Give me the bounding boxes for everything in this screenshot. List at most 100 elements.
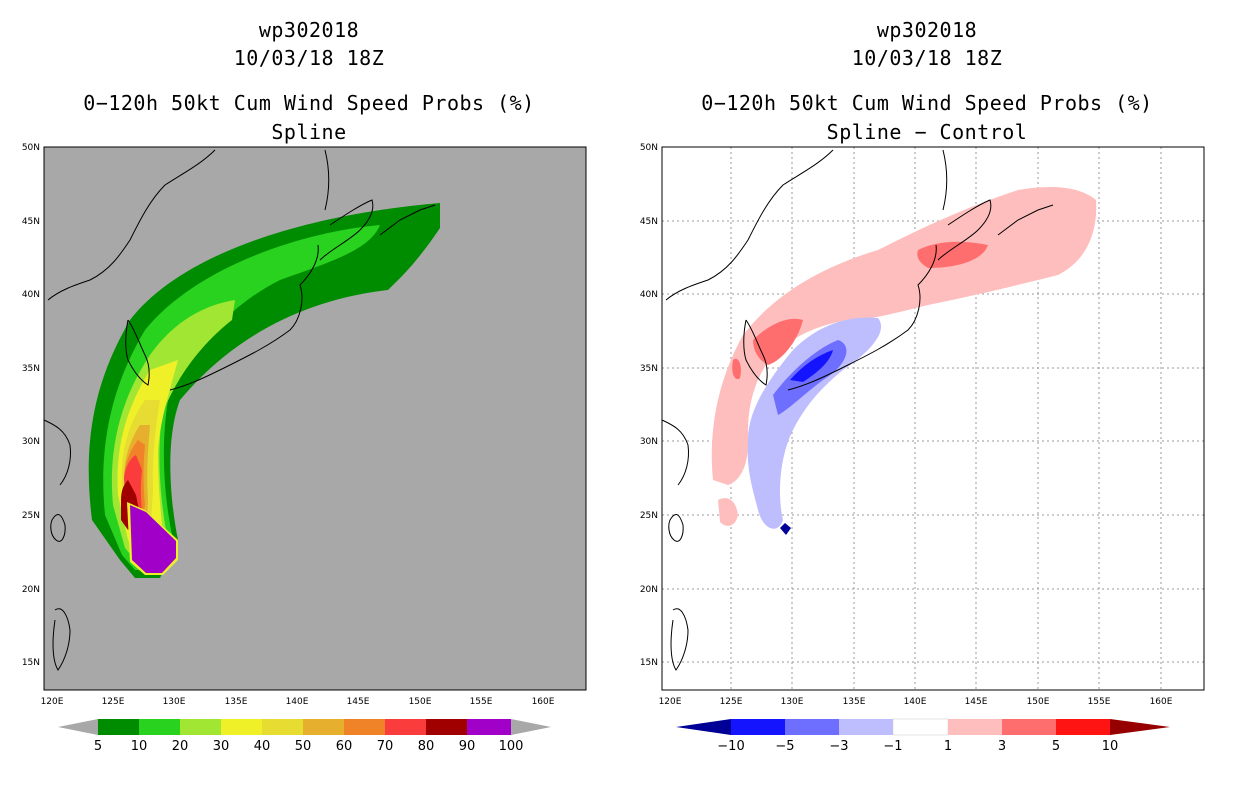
colorbar-over-arrow <box>511 719 551 735</box>
right-colorbar-labels: −10 −5 −3 −1 1 3 5 10 <box>717 739 1118 754</box>
japan-coast <box>787 244 937 391</box>
china-east-coast <box>661 419 689 486</box>
colorbar-label: 70 <box>377 739 394 754</box>
colorbar-swatch <box>303 719 344 735</box>
lat-label: 35N <box>640 364 658 374</box>
lon-label: 155E <box>1088 697 1111 707</box>
colorbar-under-arrow <box>58 719 98 735</box>
datetime: 10/03/18 18Z <box>233 46 385 70</box>
colorbar-swatch <box>139 719 180 735</box>
swath-5 <box>88 203 440 578</box>
kuril-islands <box>379 204 436 236</box>
coastlines <box>43 149 436 671</box>
lon-label: 140E <box>904 697 927 707</box>
colorbar-swatch <box>221 719 262 735</box>
lon-label: 125E <box>102 697 125 707</box>
right-lat-labels: 50N 45N 40N 35N 30N 25N 20N 15N <box>640 143 658 668</box>
coastlines <box>661 149 1054 671</box>
colorbar-swatch <box>344 719 385 735</box>
left-lon-labels: 120E 125E 130E 135E 140E 145E 150E 155E … <box>41 697 555 707</box>
lat-label: 20N <box>22 585 40 595</box>
lon-label: 135E <box>225 697 248 707</box>
colorbar-label: −3 <box>829 739 848 754</box>
japan-coast <box>169 244 319 391</box>
lon-label: 120E <box>659 697 682 707</box>
colorbar-label: −5 <box>775 739 794 754</box>
swath-100 <box>130 505 176 573</box>
right-colorbar <box>676 718 1170 736</box>
colorbar-label: 50 <box>295 739 312 754</box>
colorbar-label: 60 <box>336 739 353 754</box>
right-map-svg: 50N 45N 40N 35N 30N 25N 20N 15N 120E 1 25… <box>640 143 1205 754</box>
left-panel: wp302018 10/03/18 18Z 0−120h 50kt Cum Wi… <box>22 18 587 754</box>
taiwan-coast <box>50 514 66 542</box>
colorbar-swatch <box>948 719 1002 735</box>
colorbar-swatch <box>385 719 426 735</box>
sakhalin-coast <box>324 149 330 211</box>
lat-label: 50N <box>640 143 658 153</box>
datetime: 10/03/18 18Z <box>851 46 1003 70</box>
hokkaido-coast <box>937 199 992 261</box>
lon-label: 150E <box>1027 697 1050 707</box>
colorbar-swatch <box>426 719 467 735</box>
diff-negative-5 <box>790 350 833 382</box>
colorbar-swatch <box>892 718 949 736</box>
lon-label: 150E <box>409 697 432 707</box>
luzon-coast <box>670 608 689 671</box>
subtitle: Spline − Control <box>826 120 1028 144</box>
colorbar-label: 5 <box>1052 739 1060 754</box>
lon-label: 120E <box>41 697 64 707</box>
lon-label: 160E <box>532 697 555 707</box>
kuril-islands <box>997 204 1054 236</box>
storm-id: wp302018 <box>258 18 360 42</box>
colorbar-swatch <box>731 719 785 735</box>
lat-label: 30N <box>640 437 658 447</box>
korea-coast <box>743 319 768 386</box>
diff-positive-1-patch <box>718 498 738 526</box>
taiwan-coast <box>668 514 684 542</box>
lon-label: 145E <box>347 697 370 707</box>
lat-label: 20N <box>640 585 658 595</box>
lon-label: 135E <box>843 697 866 707</box>
lon-label: 140E <box>286 697 309 707</box>
colorbar-label: 1 <box>944 739 952 754</box>
right-panel: wp302018 10/03/18 18Z 0−120h 50kt Cum Wi… <box>618 0 1236 800</box>
diff-positive-1 <box>711 187 1097 485</box>
lat-label: 40N <box>640 290 658 300</box>
korea-coast <box>125 319 150 386</box>
diff-negative-1 <box>747 317 882 529</box>
difference-field <box>711 187 1097 535</box>
colorbar-label: 3 <box>998 739 1006 754</box>
colorbar-label: −1 <box>883 739 902 754</box>
left-map-frame <box>43 146 587 691</box>
colorbar-over-arrow <box>1110 719 1170 735</box>
lat-label: 40N <box>22 290 40 300</box>
product-title: 0−120h 50kt Cum Wind Speed Probs (%) <box>701 91 1153 115</box>
colorbar-label: 100 <box>499 739 524 754</box>
mainland-coast <box>665 149 834 301</box>
left-lat-labels: 50N 45N 40N 35N 30N 25N 20N 15N <box>22 143 40 668</box>
sakhalin-coast <box>942 149 948 211</box>
right-map-frame <box>661 146 1205 691</box>
swath-10 <box>103 225 380 570</box>
left-map-svg: 50N 45N 40N 35N 30N 25N 20N 15N 120E 125… <box>22 143 587 754</box>
lat-label: 25N <box>640 511 658 521</box>
colorbar-label: 90 <box>459 739 476 754</box>
colorbar-swatch <box>180 719 221 735</box>
colorbar-label: 80 <box>418 739 435 754</box>
luzon-coast <box>52 608 71 671</box>
colorbar-label: 30 <box>213 739 230 754</box>
lat-label: 35N <box>22 364 40 374</box>
lon-label: 155E <box>470 697 493 707</box>
colorbar-label: 10 <box>131 739 148 754</box>
left-colorbar-labels: 5 10 20 30 40 50 60 70 80 90 100 <box>94 739 524 754</box>
china-east-coast <box>43 419 71 486</box>
colorbar-label: 20 <box>172 739 189 754</box>
diff-positive-3 <box>732 358 741 380</box>
lat-label: 45N <box>22 217 40 227</box>
left-colorbar <box>58 719 551 735</box>
storm-id: wp302018 <box>876 18 978 42</box>
lon-label: 145E <box>965 697 988 707</box>
diff-positive-3 <box>753 318 803 365</box>
lon-label: 130E <box>163 697 186 707</box>
